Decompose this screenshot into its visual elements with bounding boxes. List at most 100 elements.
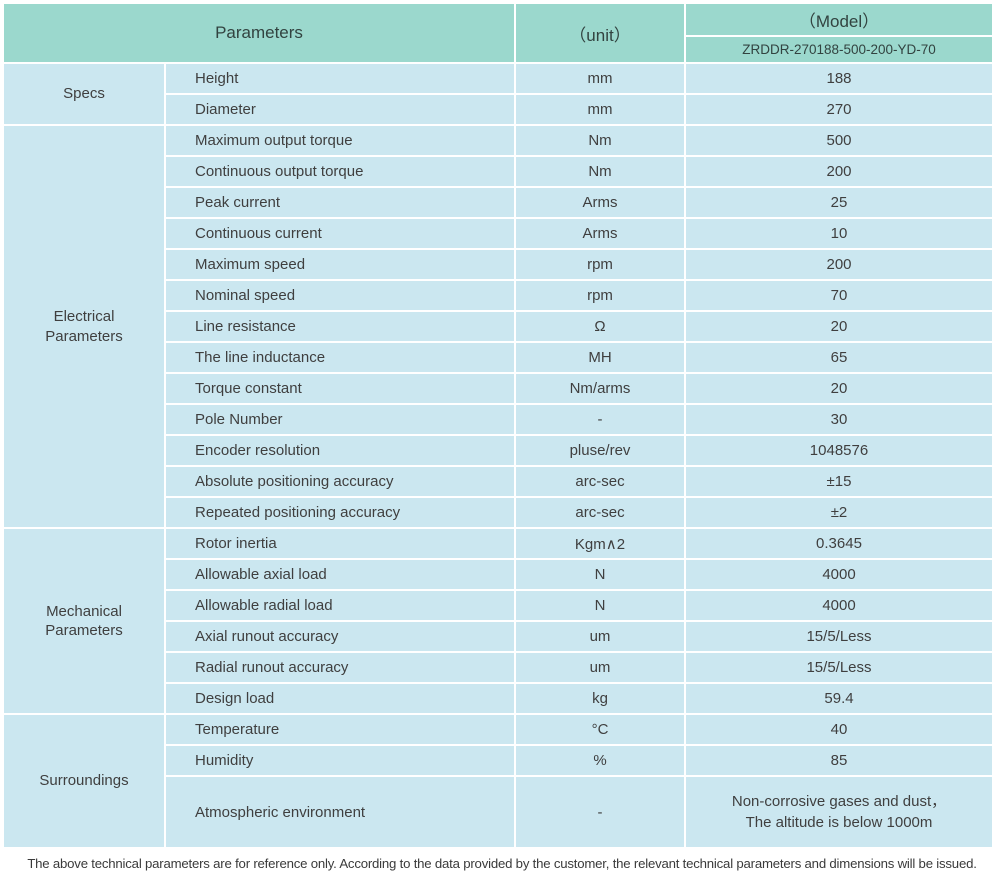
value-cell: 20: [686, 374, 992, 403]
table-row: Line resistance Ω 20: [4, 312, 992, 341]
unit-cell: arc-sec: [516, 498, 684, 527]
value-cell: 0.3645: [686, 529, 992, 558]
value-cell: 15/5/Less: [686, 622, 992, 651]
unit-cell: Arms: [516, 188, 684, 217]
table-row: Mechanical Parameters Rotor inertia Kgm∧2 0…: [4, 529, 992, 713]
unit-cell: Ω: [516, 312, 684, 341]
category-cell: Specs: [4, 64, 164, 124]
parameter-name-cell: Nominal speed: [166, 281, 514, 310]
header-unit: （unit）: [516, 4, 684, 62]
category-cell: Mechanical Parameters: [4, 529, 164, 713]
table-row: Pole Number -30: [4, 405, 992, 434]
value-cell: 15/5/Less: [686, 653, 992, 682]
category-cell: Surroundings: [4, 715, 164, 847]
value-cell: 188: [686, 64, 992, 93]
parameter-name-cell: Line resistance: [166, 312, 514, 341]
value-cell: 20: [686, 312, 992, 341]
table-row: Nominal speed rpm 70: [4, 281, 992, 310]
unit-cell: -: [516, 777, 684, 847]
unit-cell: N: [516, 560, 684, 589]
value-cell: 65: [686, 343, 992, 372]
table-row: Radial runout accuracy um 15/5/Less: [4, 653, 992, 682]
parameter-name-cell: Continuous output torque: [166, 157, 514, 186]
table-row: Maximum speed rpm 200: [4, 250, 992, 279]
table-row: Atmospheric environment - Non-corrosive ga…: [4, 777, 992, 847]
value-cell: 4000: [686, 591, 992, 620]
table-row: Electrical Parameters Maximum output torq…: [4, 126, 992, 527]
unit-cell: %: [516, 746, 684, 775]
table-row: Peak current Arms 25: [4, 188, 992, 217]
parameter-name-cell: Encoder resolution: [166, 436, 514, 465]
parameter-name-cell: Temperature: [166, 715, 514, 744]
header-parameters: Parameters: [4, 4, 514, 62]
value-cell: ±15: [686, 467, 992, 496]
table-row: Axial runout accuracy um 15/5/Less: [4, 622, 992, 651]
parameters-table: Parameters （unit） （Model） ZRDDR-270188-5…: [2, 2, 994, 849]
value-cell: 500: [686, 126, 992, 155]
unit-cell: N: [516, 591, 684, 620]
value-cell: 30: [686, 405, 992, 434]
unit-cell: MH: [516, 343, 684, 372]
value-cell: 10: [686, 219, 992, 248]
table-row: Design load kg 59.4: [4, 684, 992, 713]
parameter-name-cell: Continuous current: [166, 219, 514, 248]
parameter-name-cell: Repeated positioning accuracy: [166, 498, 514, 527]
parameter-name-cell: The line inductance: [166, 343, 514, 372]
category-cell: Electrical Parameters: [4, 126, 164, 527]
parameter-name-cell: Allowable axial load: [166, 560, 514, 589]
unit-cell: mm: [516, 64, 684, 93]
parameter-name-cell: Axial runout accuracy: [166, 622, 514, 651]
table-body: Specs Height mm 188 Diameter mm 270 Electrical …: [4, 64, 992, 847]
table-row: Diameter mm 270: [4, 95, 992, 124]
table-row: Continuous current Arms 10: [4, 219, 992, 248]
parameter-name-cell: Absolute positioning accuracy: [166, 467, 514, 496]
header-model-number: ZRDDR-270188-500-200-YD-70: [686, 37, 992, 62]
unit-cell: °C: [516, 715, 684, 744]
table-header: Parameters （unit） （Model） ZRDDR-270188-5…: [4, 4, 992, 62]
table-row: Repeated positioning accuracy arc-sec ±2: [4, 498, 992, 527]
header-model: （Model）: [686, 4, 992, 35]
table-row: Allowable axial load N 4000: [4, 560, 992, 589]
parameter-name-cell: Height: [166, 64, 514, 93]
parameter-name-cell: Peak current: [166, 188, 514, 217]
unit-cell: Nm: [516, 157, 684, 186]
unit-cell: Arms: [516, 219, 684, 248]
unit-cell: rpm: [516, 250, 684, 279]
footnote: The above technical parameters are for r…: [27, 856, 977, 871]
unit-cell: Nm/arms: [516, 374, 684, 403]
parameter-name-cell: Design load: [166, 684, 514, 713]
parameter-name-cell: Radial runout accuracy: [166, 653, 514, 682]
table-row: Absolute positioning accuracy arc-sec ±15: [4, 467, 992, 496]
table-row: Specs Height mm 188: [4, 64, 992, 124]
unit-cell: arc-sec: [516, 467, 684, 496]
value-cell: 85: [686, 746, 992, 775]
unit-cell: pluse/rev: [516, 436, 684, 465]
value-cell: 59.4: [686, 684, 992, 713]
unit-cell: um: [516, 622, 684, 651]
value-cell: 70: [686, 281, 992, 310]
value-cell: 200: [686, 157, 992, 186]
parameter-name-cell: Diameter: [166, 95, 514, 124]
parameter-name-cell: Pole Number: [166, 405, 514, 434]
parameter-name-cell: Atmospheric environment: [166, 777, 514, 847]
table-row: Surroundings Temperature °C 40: [4, 715, 992, 847]
value-cell: 4000: [686, 560, 992, 589]
value-cell: 25: [686, 188, 992, 217]
table-row: Continuous output torque Nm 200: [4, 157, 992, 186]
table-row: Allowable radial load N 4000: [4, 591, 992, 620]
parameter-name-cell: Allowable radial load: [166, 591, 514, 620]
unit-cell: Kgm∧2: [516, 529, 684, 558]
value-cell: Non-corrosive gases and dust， The altitu…: [686, 777, 992, 847]
parameter-name-cell: Maximum output torque: [166, 126, 514, 155]
table-row: The line inductance MH 65: [4, 343, 992, 372]
table-row: Encoder resolution pluse/rev 1048576: [4, 436, 992, 465]
value-cell: 40: [686, 715, 992, 744]
unit-cell: mm: [516, 95, 684, 124]
unit-cell: rpm: [516, 281, 684, 310]
parameter-name-cell: Humidity: [166, 746, 514, 775]
unit-cell: kg: [516, 684, 684, 713]
unit-cell: um: [516, 653, 684, 682]
unit-cell: -: [516, 405, 684, 434]
table-row: Torque constant Nm/arms 20: [4, 374, 992, 403]
